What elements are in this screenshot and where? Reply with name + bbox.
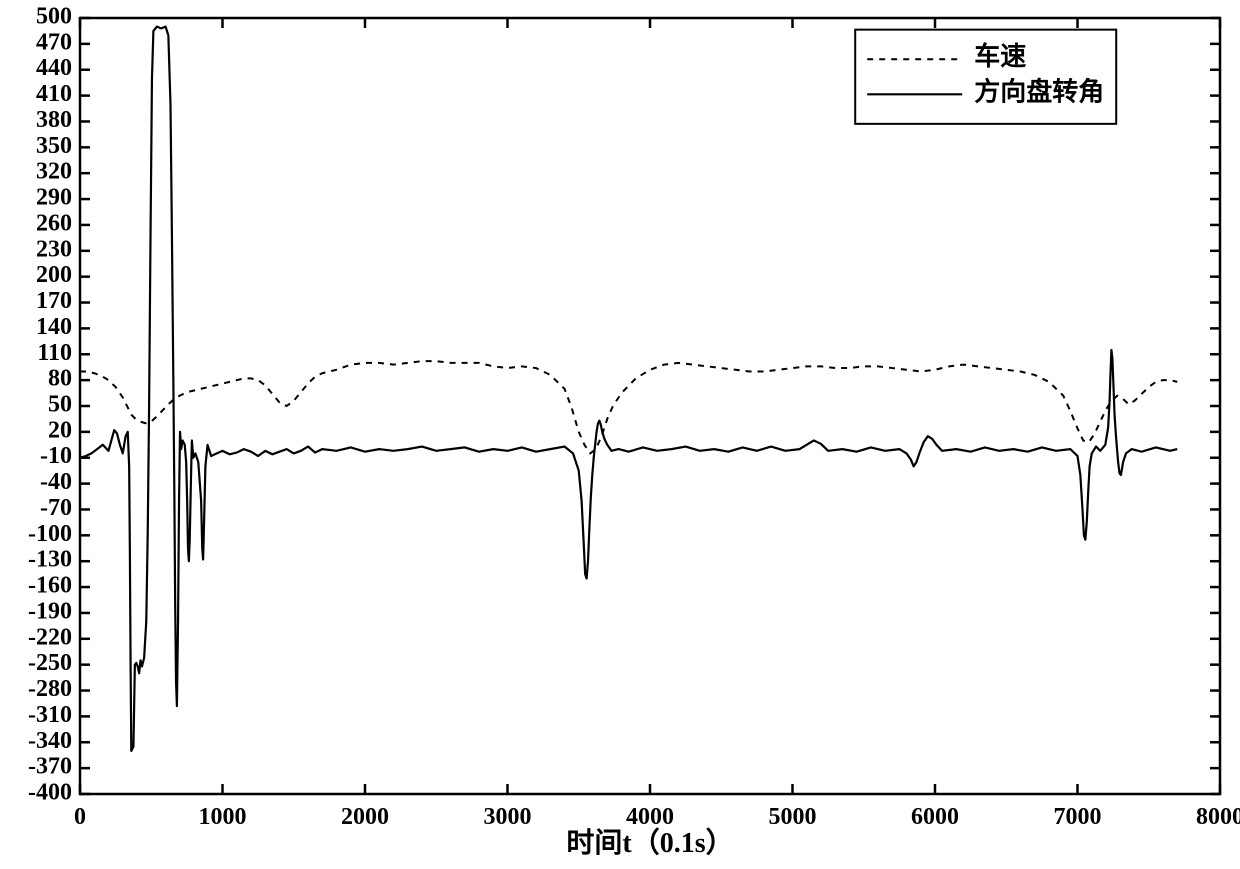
svg-text:-220: -220: [28, 624, 72, 650]
svg-text:-70: -70: [40, 495, 72, 521]
svg-text:110: 110: [37, 340, 72, 366]
svg-text:500: 500: [36, 4, 72, 30]
svg-text:3000: 3000: [484, 804, 532, 830]
svg-text:-190: -190: [28, 598, 72, 624]
svg-text:-400: -400: [28, 780, 72, 806]
svg-text:440: 440: [36, 55, 72, 81]
svg-text:8000: 8000: [1196, 804, 1240, 830]
svg-text:方向盘转角: 方向盘转角: [974, 76, 1104, 106]
svg-text:-40: -40: [40, 469, 72, 495]
svg-text:140: 140: [36, 314, 72, 340]
svg-text:80: 80: [48, 366, 72, 392]
svg-text:260: 260: [36, 210, 72, 236]
svg-text:410: 410: [36, 81, 72, 107]
svg-text:290: 290: [36, 185, 72, 211]
svg-text:5000: 5000: [769, 804, 817, 830]
svg-text:1000: 1000: [199, 804, 247, 830]
svg-text:-250: -250: [28, 650, 72, 676]
svg-text:-160: -160: [28, 573, 72, 599]
svg-text:-310: -310: [28, 702, 72, 728]
chart-container: -400-370-340-310-280-250-220-190-160-130…: [0, 0, 1240, 869]
svg-text:50: 50: [48, 392, 72, 418]
svg-text:170: 170: [36, 288, 72, 314]
svg-text:320: 320: [36, 159, 72, 185]
svg-text:6000: 6000: [911, 804, 959, 830]
line-chart: -400-370-340-310-280-250-220-190-160-130…: [0, 0, 1240, 864]
svg-text:-10: -10: [40, 443, 72, 469]
svg-text:-100: -100: [28, 521, 72, 547]
svg-text:0: 0: [74, 804, 86, 830]
svg-text:4000: 4000: [626, 804, 674, 830]
svg-text:2000: 2000: [341, 804, 389, 830]
svg-text:-370: -370: [28, 754, 72, 780]
svg-text:230: 230: [36, 236, 72, 262]
svg-text:470: 470: [36, 29, 72, 55]
svg-text:20: 20: [48, 417, 72, 443]
svg-text:-280: -280: [28, 676, 72, 702]
svg-text:380: 380: [36, 107, 72, 133]
svg-text:-340: -340: [28, 728, 72, 754]
svg-text:350: 350: [36, 133, 72, 159]
svg-text:-130: -130: [28, 547, 72, 573]
svg-text:7000: 7000: [1054, 804, 1102, 830]
svg-text:时间t（0.1s）: 时间t（0.1s）: [566, 826, 733, 859]
svg-text:车速: 车速: [974, 41, 1026, 71]
svg-text:200: 200: [36, 262, 72, 288]
